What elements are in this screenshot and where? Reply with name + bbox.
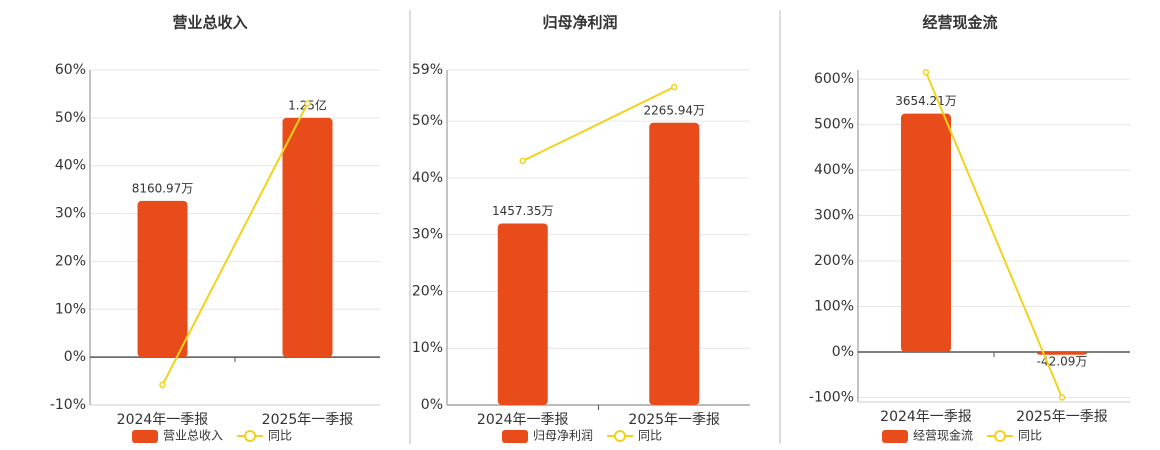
y-tick-label: 10% [412,340,443,356]
x-tick-label: 2025年一季报 [262,412,354,428]
value-label: 8160.97万 [132,181,194,195]
line-point [1058,394,1066,401]
chart-title: 归母净利润 [542,14,617,32]
line-point [922,69,930,76]
y-tick-label: 0% [64,349,86,365]
y-tick-label: 400% [814,162,854,178]
bar [1037,351,1087,355]
x-tick-label: 2024年一季报 [477,412,569,428]
line-point [519,157,526,165]
legend-label: 同比 [1018,429,1042,443]
value-label: 2265.94万 [643,103,705,117]
y-tick-label: 40% [412,170,443,186]
x-tick-label: 2024年一季报 [880,409,972,425]
x-tick-label: 2025年一季报 [628,412,720,428]
value-label: 1457.35万 [492,204,554,218]
bar [137,200,188,358]
y-tick-label: 20% [55,253,86,269]
y-tick-label: 59% [412,62,443,78]
y-tick-label: 50% [55,110,86,126]
value-label: 3654.21万 [895,94,957,108]
line [522,86,675,162]
y-tick-label: 0% [421,397,443,413]
legend-label: 归母净利润 [533,429,593,443]
legend-label: 同比 [638,429,662,443]
line [925,71,1063,398]
legend-label: 经营现金流 [913,428,973,443]
legend-swatch [614,430,627,442]
line-point [304,100,311,107]
y-tick-label: 30% [55,206,86,222]
y-tick-label: 500% [814,117,854,133]
legend-swatch [994,430,1007,442]
y-tick-label: 50% [412,113,443,129]
y-tick-label: 20% [412,283,443,299]
line-point [159,381,166,389]
legend-swatch [244,430,257,442]
y-tick-label: 300% [814,208,854,224]
y-tick-label: -100% [809,389,854,405]
chart-title: 营业总收入 [172,14,247,32]
y-tick-label: 30% [412,227,443,243]
legend-label: 营业总收入 [163,429,223,443]
y-tick-label: 100% [814,298,854,314]
legend-swatch [132,430,158,443]
line-point [671,83,678,91]
y-tick-label: 40% [55,158,86,174]
y-tick-label: 10% [55,301,86,317]
legend-swatch [882,430,908,443]
y-tick-label: 0% [832,344,854,360]
y-tick-label: 200% [814,253,854,269]
legend-label: 同比 [268,429,292,443]
x-tick-label: 2025年一季报 [1016,409,1108,425]
legend-swatch [502,430,528,443]
x-tick-label: 2024年一季报 [117,412,209,428]
bar [649,122,700,405]
bar [497,223,548,405]
bar [901,113,951,352]
y-tick-label: -10% [50,397,86,413]
line [161,103,309,386]
chart-title: 经营现金流 [922,14,997,32]
y-tick-label: 60% [55,62,86,78]
y-tick-label: 600% [814,71,854,87]
bar [282,117,333,358]
